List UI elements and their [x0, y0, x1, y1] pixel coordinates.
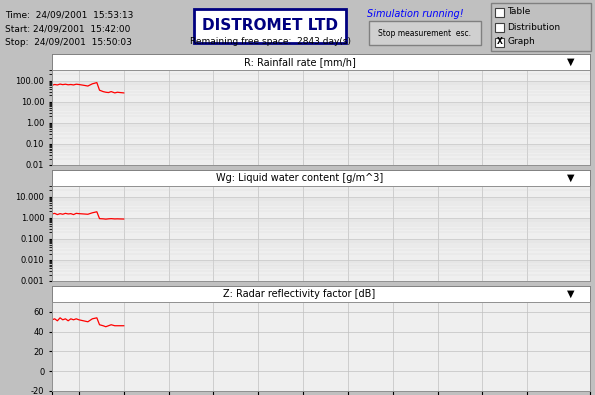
Text: DISTROMET LTD: DISTROMET LTD [202, 19, 338, 34]
Bar [495, 8, 504, 17]
Text: Table: Table [507, 8, 530, 17]
Text: ▼: ▼ [568, 57, 575, 67]
FancyBboxPatch shape [369, 21, 481, 45]
Text: Start: 24/09/2001  15:42:00: Start: 24/09/2001 15:42:00 [5, 24, 130, 33]
FancyBboxPatch shape [491, 3, 591, 51]
Text: Wg: Liquid water content [g/m^3]: Wg: Liquid water content [g/m^3] [216, 173, 383, 183]
Text: ▼: ▼ [568, 173, 575, 183]
Text: Stop:  24/09/2001  15:50:03: Stop: 24/09/2001 15:50:03 [5, 38, 132, 47]
Text: Simulation running!: Simulation running! [367, 9, 464, 19]
FancyBboxPatch shape [194, 9, 346, 43]
Text: X: X [497, 38, 502, 47]
Bar [495, 23, 504, 32]
Text: R: Rainfall rate [mm/h]: R: Rainfall rate [mm/h] [243, 57, 355, 67]
Text: Graph: Graph [507, 38, 535, 47]
Text: Distribution: Distribution [507, 23, 560, 32]
Text: Stop measurement  esc.: Stop measurement esc. [378, 28, 471, 38]
Text: Time:  24/09/2001  15:53:13: Time: 24/09/2001 15:53:13 [5, 10, 133, 19]
Text: Z: Radar reflectivity factor [dB]: Z: Radar reflectivity factor [dB] [223, 289, 375, 299]
Bar [495, 38, 504, 47]
Text: ▼: ▼ [568, 289, 575, 299]
Text: Remaining free space:  2843 day(s): Remaining free space: 2843 day(s) [189, 37, 350, 46]
